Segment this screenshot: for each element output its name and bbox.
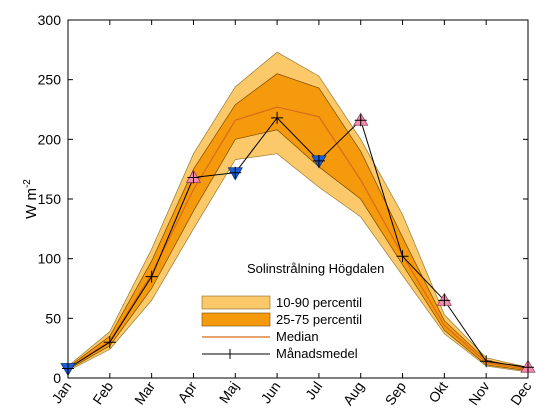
mean-point-mar — [145, 270, 158, 283]
x-tick-label-maj: Maj — [216, 379, 242, 407]
mean-point-nov — [480, 355, 493, 368]
legend-marker-plus — [225, 349, 235, 359]
series-lines — [67, 106, 529, 371]
mean-point-jul — [312, 154, 325, 167]
mean-point-feb — [103, 336, 116, 349]
legend-label-monthly-mean: Månadsmedel — [276, 346, 358, 361]
y-tick-label-300: 300 — [38, 12, 62, 28]
y-axis-title-exponent: -2 — [22, 179, 33, 188]
x-tick-label-apr: Apr — [174, 378, 200, 405]
y-axis-title: W m-2 — [22, 179, 40, 219]
x-tick-label-aug: Aug — [340, 379, 367, 409]
legend: 10-90 percentil 25-75 percentil Median M… — [201, 295, 362, 361]
mean-point-aug — [354, 114, 367, 127]
x-tick-label-sep: Sep — [382, 378, 410, 408]
legend-label-10-90: 10-90 percentil — [276, 295, 362, 310]
x-tick-label-jul: Jul — [302, 379, 325, 403]
mean-point-apr — [187, 171, 200, 184]
x-tick-label-jun: Jun — [257, 379, 283, 407]
x-tick-label-feb: Feb — [89, 378, 116, 407]
monthly-mean-line — [67, 117, 529, 369]
y-axis: 0 50 100 150 200 250 300 — [38, 12, 528, 386]
mean-point-sep — [396, 250, 409, 263]
y-tick-label-50: 50 — [45, 310, 61, 326]
x-tick-label-dec: Dec — [507, 379, 534, 409]
legend-label-25-75: 25-75 percentil — [276, 312, 362, 327]
y-tick-label-150: 150 — [38, 191, 62, 207]
mean-point-okt — [438, 294, 451, 307]
y-tick-label-100: 100 — [38, 251, 62, 267]
chart-annotation: Solinstrålning Högdalen — [247, 261, 384, 276]
mean-point-jun — [271, 111, 284, 124]
month-markers — [60, 111, 536, 377]
mean-point-maj — [229, 166, 242, 179]
median-line — [67, 106, 529, 371]
x-tick-label-okt: Okt — [425, 378, 451, 405]
y-tick-label-200: 200 — [38, 131, 62, 147]
legend-label-median: Median — [276, 329, 319, 344]
y-tick-label-250: 250 — [38, 72, 62, 88]
legend-swatch-25-75 — [201, 312, 271, 327]
x-tick-label-mar: Mar — [131, 378, 158, 407]
x-tick-label-nov: Nov — [465, 379, 492, 409]
y-tick-label-0: 0 — [53, 370, 61, 386]
y-axis-title-unit: W m — [23, 188, 40, 219]
legend-swatch-10-90 — [201, 295, 271, 310]
